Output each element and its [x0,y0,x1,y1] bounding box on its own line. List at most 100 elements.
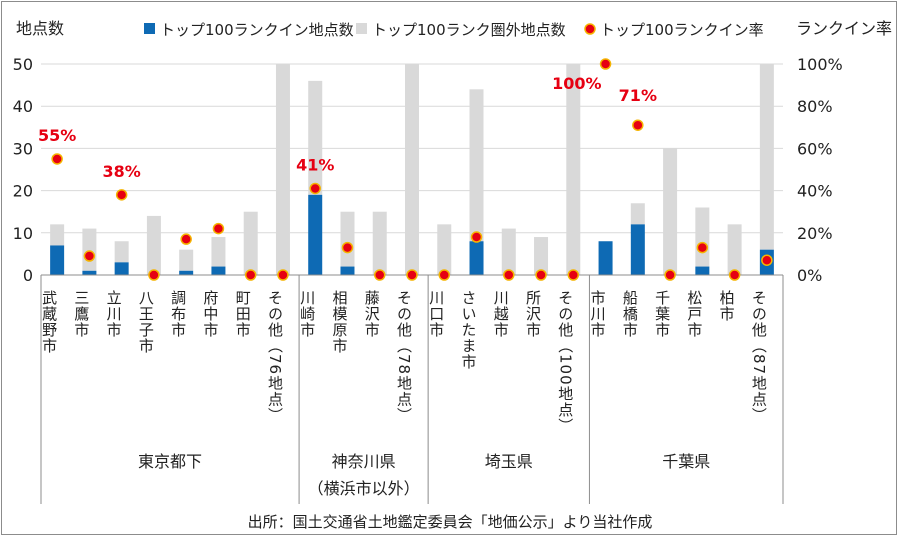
bar-ranked [340,266,355,275]
category-label: 相模原市 [330,290,348,354]
category-label: その他（100地点） [556,290,574,434]
bar-ranked [630,224,645,275]
y-right-tick-label: 60% [797,139,833,158]
rate-point [567,269,580,281]
legend-label: トップ100ランクイン率 [600,21,764,39]
bar-unranked [695,207,710,267]
group-label: 東京都下 [138,452,202,471]
category-label: 武蔵野市 [40,290,58,354]
bar-unranked [211,237,226,267]
group-label: 千葉県 [662,452,710,471]
bar-ranked [82,270,97,275]
y-right-tick-label: 0% [797,266,822,285]
category-label: 市川市 [589,290,607,338]
group-sublabel: （横浜市以外） [308,479,420,498]
rate-point [373,269,386,281]
bar-unranked [372,211,387,275]
rate-point [341,241,354,254]
bar-unranked [179,249,194,271]
bar-unranked [727,224,742,275]
rate-point [51,153,63,165]
rate-point [761,254,773,266]
bar-unranked [50,224,65,246]
y-left-tick-label: 40 [13,97,33,116]
bar-unranked [340,211,355,267]
category-label: 三鷹市 [72,290,90,338]
rate-point [406,269,418,281]
bar-unranked [146,215,161,275]
rate-data-label: 100% [552,74,601,93]
legend-marker-ranked [144,23,155,34]
bar-unranked [405,64,419,275]
category-label: 川越市 [492,290,510,338]
y-right-tick-label: 20% [797,224,833,243]
y-left-tick-label: 10 [13,224,33,243]
bar-unranked [663,148,678,275]
rate-data-label: 71% [619,86,657,105]
category-label: 町田市 [234,290,252,338]
y-left-axis-title: 地点数 [16,19,64,38]
rate-data-label: 41% [296,155,334,174]
rate-data-label: 38% [103,162,141,181]
bar-ranked [50,245,65,275]
rate-point [212,222,225,235]
category-label: 千葉市 [653,290,671,338]
rate-point [696,241,709,254]
bar-unranked [243,211,258,275]
category-label: 川口市 [427,290,445,338]
rate-point [83,250,96,262]
bar-ranked [179,270,194,275]
rate-point [599,58,612,70]
rate-point [664,269,676,281]
category-label: その他（76地点） [266,290,284,423]
category-label: 所沢市 [524,290,542,338]
bar-unranked [275,64,290,275]
bar-unranked [534,237,549,275]
bar-ranked [308,194,323,275]
bar-ranked [598,241,613,275]
legend-label: トップ100ランク圏外地点数 [372,21,566,39]
category-label: 府中市 [201,290,219,338]
legend-marker-rate [584,23,596,35]
bar-ranked [211,266,226,275]
group-label: 神奈川県 [332,452,396,471]
y-left-tick-label: 50 [13,55,33,74]
bar-unranked [630,203,645,225]
rate-point [438,269,451,281]
category-label: 川崎市 [298,290,316,338]
rate-point [470,231,483,243]
bar-ranked [695,266,710,275]
y-right-tick-label: 100% [797,55,843,74]
category-label: その他（87地点） [750,290,768,423]
rate-point [728,269,741,281]
bar-unranked [469,89,484,242]
bar-unranked [759,64,774,250]
y-right-tick-label: 40% [797,182,833,201]
category-label: 八王子市 [137,290,155,354]
y-left-tick-label: 30 [13,139,33,158]
rate-point [632,119,644,131]
bar-unranked [308,80,323,195]
category-label: その他（78地点） [395,290,413,423]
rate-point [180,233,192,245]
y-right-axis-title: ランクイン率 [796,19,892,38]
y-left-tick-label: 20 [13,182,33,201]
category-label: さいたま市 [460,290,478,370]
rate-point [503,269,515,281]
bar-unranked [114,241,129,263]
rate-point [309,182,321,195]
bar-ranked [114,262,129,275]
rate-point [535,269,547,281]
legend-marker-unranked [356,23,367,34]
source-note: 出所：国土交通省土地鑑定委員会「地価公示」より当社作成 [248,513,653,531]
legend-label: トップ100ランクイン地点数 [160,21,354,39]
y-right-tick-label: 80% [797,97,833,116]
rate-data-label: 55% [38,126,76,145]
category-label: 藤沢市 [363,290,381,338]
rate-point [115,189,128,201]
rate-point [148,269,160,281]
category-label: 船橋市 [621,290,639,338]
rate-point [244,269,257,281]
